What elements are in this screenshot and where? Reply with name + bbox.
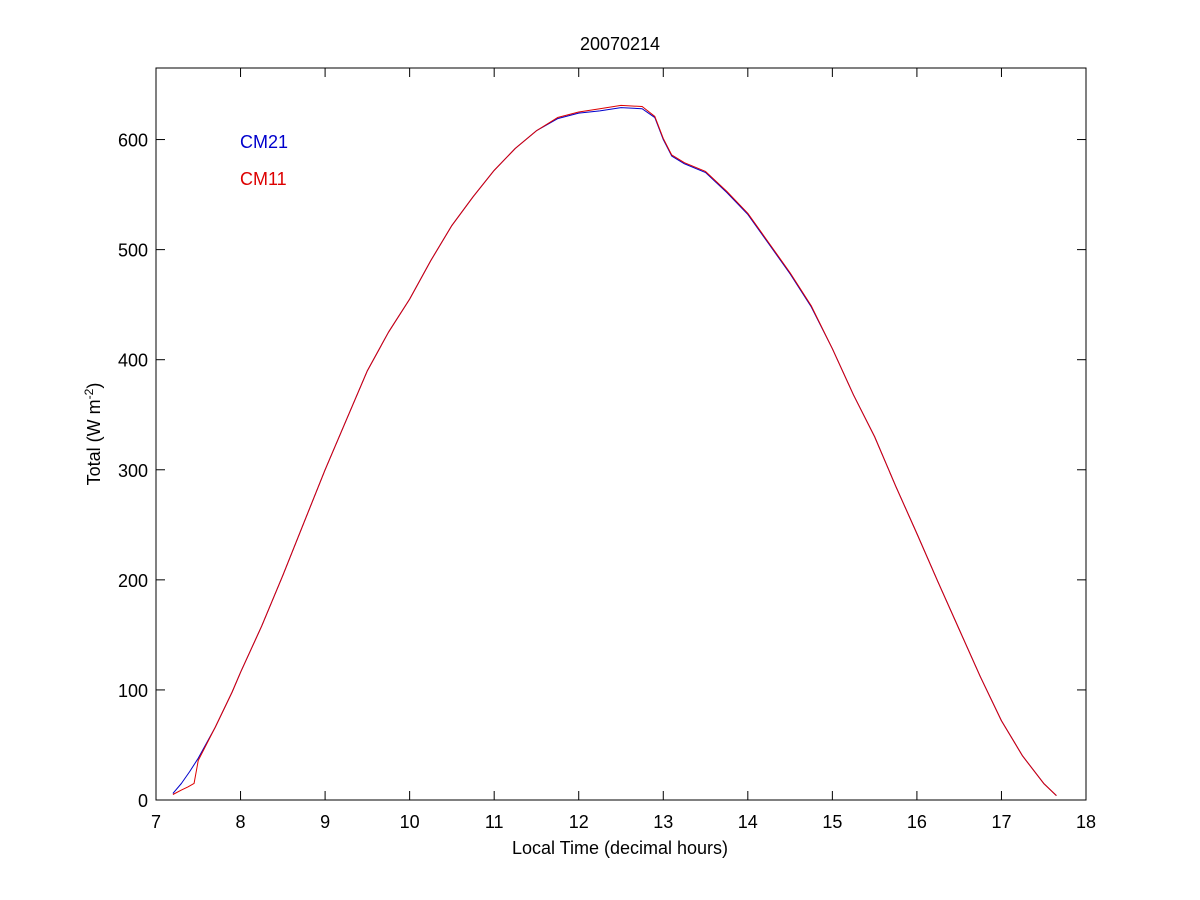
y-tick-label: 100 bbox=[118, 681, 148, 701]
y-axis-label-main: Total (W m bbox=[84, 399, 104, 485]
x-tick-label: 13 bbox=[653, 812, 673, 832]
x-axis-label: Local Time (decimal hours) bbox=[512, 838, 728, 858]
x-axis: 7 8 9 10 11 12 13 14 15 16 17 18 bbox=[151, 68, 1096, 832]
y-tick-label: 300 bbox=[118, 461, 148, 481]
x-tick-label: 8 bbox=[236, 812, 246, 832]
x-tick-label: 10 bbox=[400, 812, 420, 832]
y-tick-label: 500 bbox=[118, 241, 148, 261]
x-tick-label: 17 bbox=[991, 812, 1011, 832]
x-tick-label: 12 bbox=[569, 812, 589, 832]
y-tick-label: 200 bbox=[118, 571, 148, 591]
x-tick-label: 18 bbox=[1076, 812, 1096, 832]
x-tick-label: 7 bbox=[151, 812, 161, 832]
y-tick-label: 400 bbox=[118, 351, 148, 371]
y-axis: 0 100 200 300 400 500 600 bbox=[118, 131, 1086, 811]
legend-entry-cm11: CM11 bbox=[240, 169, 287, 189]
y-axis-label-superscript: -2 bbox=[82, 388, 96, 399]
legend-entry-cm21: CM21 bbox=[240, 132, 288, 152]
legend: CM21 CM11 bbox=[240, 132, 288, 189]
x-tick-label: 16 bbox=[907, 812, 927, 832]
series-line-cm11 bbox=[172, 104, 1057, 796]
x-tick-label: 15 bbox=[822, 812, 842, 832]
y-tick-label: 0 bbox=[138, 791, 148, 811]
x-tick-label: 14 bbox=[738, 812, 758, 832]
x-tick-label: 11 bbox=[485, 812, 504, 832]
y-axis-label: Total (W m-2) bbox=[82, 383, 104, 486]
chart-title: 20070214 bbox=[580, 34, 660, 54]
y-tick-label: 600 bbox=[118, 131, 148, 151]
y-axis-label-end: ) bbox=[84, 383, 104, 389]
series-lines bbox=[172, 104, 1057, 796]
x-tick-label: 9 bbox=[320, 812, 330, 832]
plot-area-frame bbox=[155, 67, 1087, 801]
